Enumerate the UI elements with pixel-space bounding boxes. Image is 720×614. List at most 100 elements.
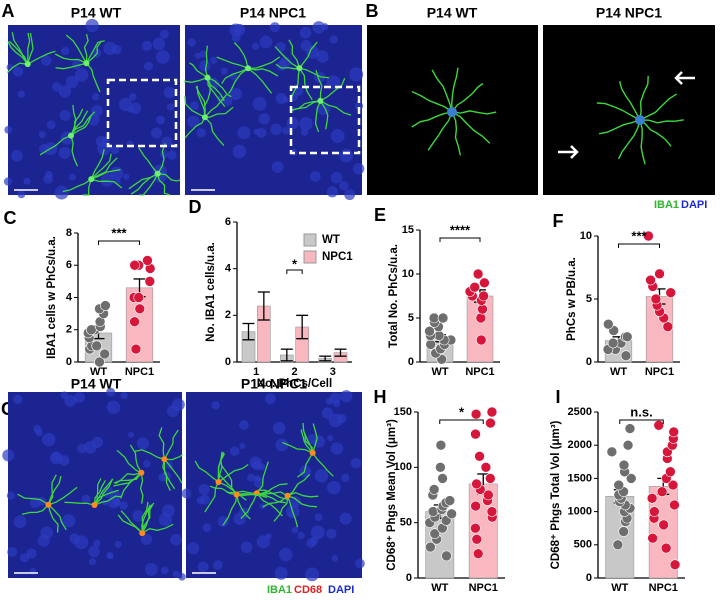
soma bbox=[245, 65, 252, 72]
nucleus bbox=[330, 129, 345, 143]
process bbox=[141, 504, 153, 534]
nucleus bbox=[156, 115, 165, 125]
process bbox=[94, 495, 122, 506]
y-tick-label: 50 bbox=[400, 517, 412, 529]
process bbox=[47, 474, 57, 506]
y-tick-label: 0 bbox=[586, 356, 592, 368]
nucleus bbox=[187, 115, 200, 128]
nucleus bbox=[321, 407, 334, 419]
nucleus bbox=[211, 400, 220, 410]
legend-label: DAPI bbox=[681, 199, 707, 211]
data-point bbox=[654, 268, 665, 280]
y-tick-label: 10 bbox=[402, 268, 414, 280]
panel-letter: F bbox=[553, 211, 564, 231]
nucleus bbox=[350, 457, 362, 469]
data-point bbox=[446, 508, 457, 520]
process bbox=[141, 502, 155, 534]
process bbox=[93, 489, 119, 506]
nucleus bbox=[310, 171, 321, 182]
nucleus bbox=[330, 442, 344, 455]
image-title: P14 WT bbox=[71, 5, 122, 21]
data-point bbox=[86, 324, 97, 336]
nucleus bbox=[6, 491, 15, 500]
data-point bbox=[441, 550, 452, 562]
error-bar bbox=[242, 322, 255, 341]
nucleus bbox=[162, 504, 175, 518]
nucleus bbox=[119, 501, 128, 510]
nucleus bbox=[223, 96, 233, 106]
significance-bracket bbox=[619, 419, 664, 424]
x-tick-label: NPC1 bbox=[645, 366, 674, 378]
x-tick-label: WT bbox=[90, 366, 107, 378]
soma bbox=[24, 61, 31, 68]
process bbox=[298, 41, 318, 69]
y-tick-label: 0 bbox=[225, 356, 231, 368]
process bbox=[163, 459, 176, 490]
data-point bbox=[650, 293, 662, 305]
nucleus bbox=[7, 547, 18, 558]
process bbox=[411, 111, 453, 128]
nucleus bbox=[198, 483, 210, 496]
process bbox=[141, 504, 151, 534]
data-point bbox=[647, 532, 658, 544]
nucleus bbox=[251, 42, 260, 50]
process bbox=[618, 81, 641, 121]
process bbox=[639, 119, 684, 124]
soma bbox=[309, 449, 316, 456]
data-point bbox=[662, 321, 674, 333]
process bbox=[218, 463, 249, 483]
nucleus bbox=[17, 190, 26, 199]
panel-letter: A bbox=[2, 1, 15, 21]
process bbox=[113, 472, 142, 487]
panel-letter: E bbox=[374, 205, 386, 225]
nucleus bbox=[120, 391, 128, 399]
nucleus bbox=[253, 477, 264, 488]
legend-label: IBA1 bbox=[267, 584, 292, 596]
nucleus bbox=[326, 186, 338, 198]
process bbox=[184, 116, 206, 139]
process bbox=[287, 473, 311, 497]
nucleus bbox=[170, 533, 182, 546]
data-point bbox=[428, 312, 440, 324]
process bbox=[163, 458, 183, 484]
x-tick-label: WT bbox=[611, 582, 628, 594]
dashed-box bbox=[106, 78, 178, 148]
nucleus bbox=[19, 553, 30, 563]
data-point bbox=[437, 312, 449, 324]
y-tick-label: 1500 bbox=[568, 472, 592, 484]
y-tick-label: 150 bbox=[394, 406, 412, 418]
process bbox=[9, 41, 29, 65]
data-point bbox=[665, 287, 676, 299]
data-point bbox=[643, 230, 654, 242]
image-title: P14 WT bbox=[427, 5, 478, 21]
data-point bbox=[479, 277, 490, 289]
process bbox=[91, 169, 121, 180]
nucleus bbox=[160, 566, 169, 575]
nucleus bbox=[229, 87, 242, 100]
nucleus bbox=[37, 534, 50, 547]
significance-label: * bbox=[459, 404, 465, 419]
soma bbox=[45, 501, 52, 508]
process bbox=[216, 56, 249, 69]
nucleus bbox=[316, 50, 329, 63]
process bbox=[70, 108, 84, 136]
process bbox=[319, 100, 329, 130]
nucleus bbox=[327, 435, 334, 442]
process bbox=[157, 173, 181, 182]
y-tick-label: 5 bbox=[408, 312, 414, 324]
x-tick-label: WT bbox=[610, 366, 627, 378]
error-bar bbox=[280, 348, 293, 362]
nucleus bbox=[68, 173, 76, 181]
nucleus bbox=[13, 394, 23, 405]
nucleus bbox=[41, 432, 56, 447]
nucleus bbox=[275, 41, 286, 52]
nucleus bbox=[259, 35, 273, 49]
process bbox=[411, 90, 453, 113]
nucleus bbox=[17, 90, 25, 98]
data-point bbox=[477, 303, 488, 315]
data-point bbox=[607, 337, 619, 349]
panel-letter: C bbox=[4, 208, 17, 228]
arrow bbox=[558, 145, 579, 159]
nucleus bbox=[327, 480, 341, 495]
nucleus bbox=[321, 23, 329, 31]
